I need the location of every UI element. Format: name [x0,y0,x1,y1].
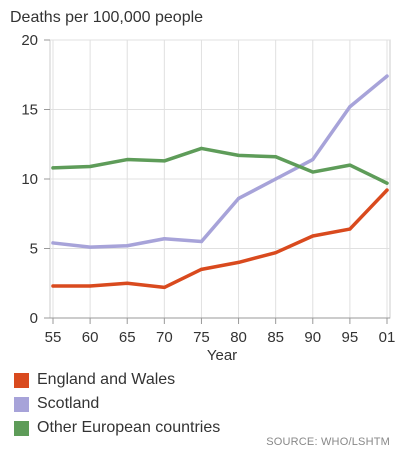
series-lines [51,74,389,290]
data-point-scotland [274,177,278,181]
y-tick-label: 10 [21,171,38,188]
data-point-other-european-countries [311,170,315,174]
data-point-other-european-countries [162,159,166,163]
x-tick-label: 95 [342,329,359,346]
y-tick-label: 5 [30,241,38,258]
data-point-other-european-countries [274,155,278,159]
data-point-scotland [385,74,389,78]
x-axis-label: Year [207,347,237,364]
data-point-other-european-countries [348,163,352,167]
legend-swatch [14,396,29,412]
data-point-scotland [51,241,55,245]
y-tick-label: 15 [21,102,38,119]
data-point-england-and-wales [162,285,166,290]
series-line-other-european-countries [51,146,389,185]
data-point-england-and-wales [125,281,129,285]
x-tick-label: 01 [379,329,396,346]
data-point-scotland [162,237,166,241]
data-point-england-and-wales [199,267,204,271]
data-point-england-and-wales [51,284,55,288]
data-point-england-and-wales [311,234,315,238]
data-point-other-european-countries [88,164,92,169]
data-point-other-european-countries [385,181,389,185]
grid [49,39,391,319]
axes: 55 60 65 70 75 80 85 90 95 01 0 5 10 15 20 [21,32,395,346]
legend-label: Other European countries [37,419,221,436]
data-point-scotland [348,105,352,109]
x-tick-label: 60 [82,329,99,346]
data-point-scotland [88,245,92,249]
data-point-england-and-wales [236,260,241,264]
data-point-england-and-wales [274,251,278,255]
legend-swatch [14,420,29,436]
y-tick-label: 20 [21,32,38,49]
x-tick-label: 65 [119,329,136,346]
y-tick-label: 0 [30,310,38,327]
legend-item-scotland: Scotland [14,392,220,416]
legend-item-other-european-countries: Other European countries [14,416,220,440]
data-point-england-and-wales [385,188,389,192]
chart-title: Deaths per 100,000 people [10,9,203,26]
x-tick-label: 75 [193,329,210,346]
series-line-england-and-wales [51,188,389,290]
legend: England and Wales Scotland Other European … [14,368,220,440]
source-note: SOURCE: WHO/LSHTM [266,436,390,448]
data-point-england-and-wales [348,227,352,231]
data-point-scotland [236,196,241,201]
data-point-other-european-countries [125,157,129,162]
legend-label: Scotland [37,395,100,412]
x-tick-label: 70 [156,329,173,346]
legend-label: England and Wales [37,371,176,388]
data-point-other-european-countries [51,166,55,170]
data-point-scotland [199,239,204,244]
x-tick-label: 90 [304,329,321,346]
x-tick-label: 80 [230,329,247,346]
x-tick-label: 85 [267,329,284,346]
data-point-scotland [125,244,129,248]
series-line-scotland [51,74,389,249]
data-point-other-european-countries [199,146,204,151]
legend-swatch [14,372,29,388]
data-point-other-european-countries [236,153,241,157]
legend-item-england-and-wales: England and Wales [14,368,220,392]
line-chart: Deaths per 100,000 people 55 60 65 70 75 80 85… [10,9,395,364]
data-point-england-and-wales [88,284,92,288]
data-point-scotland [311,157,315,162]
x-tick-label: 55 [45,329,62,346]
